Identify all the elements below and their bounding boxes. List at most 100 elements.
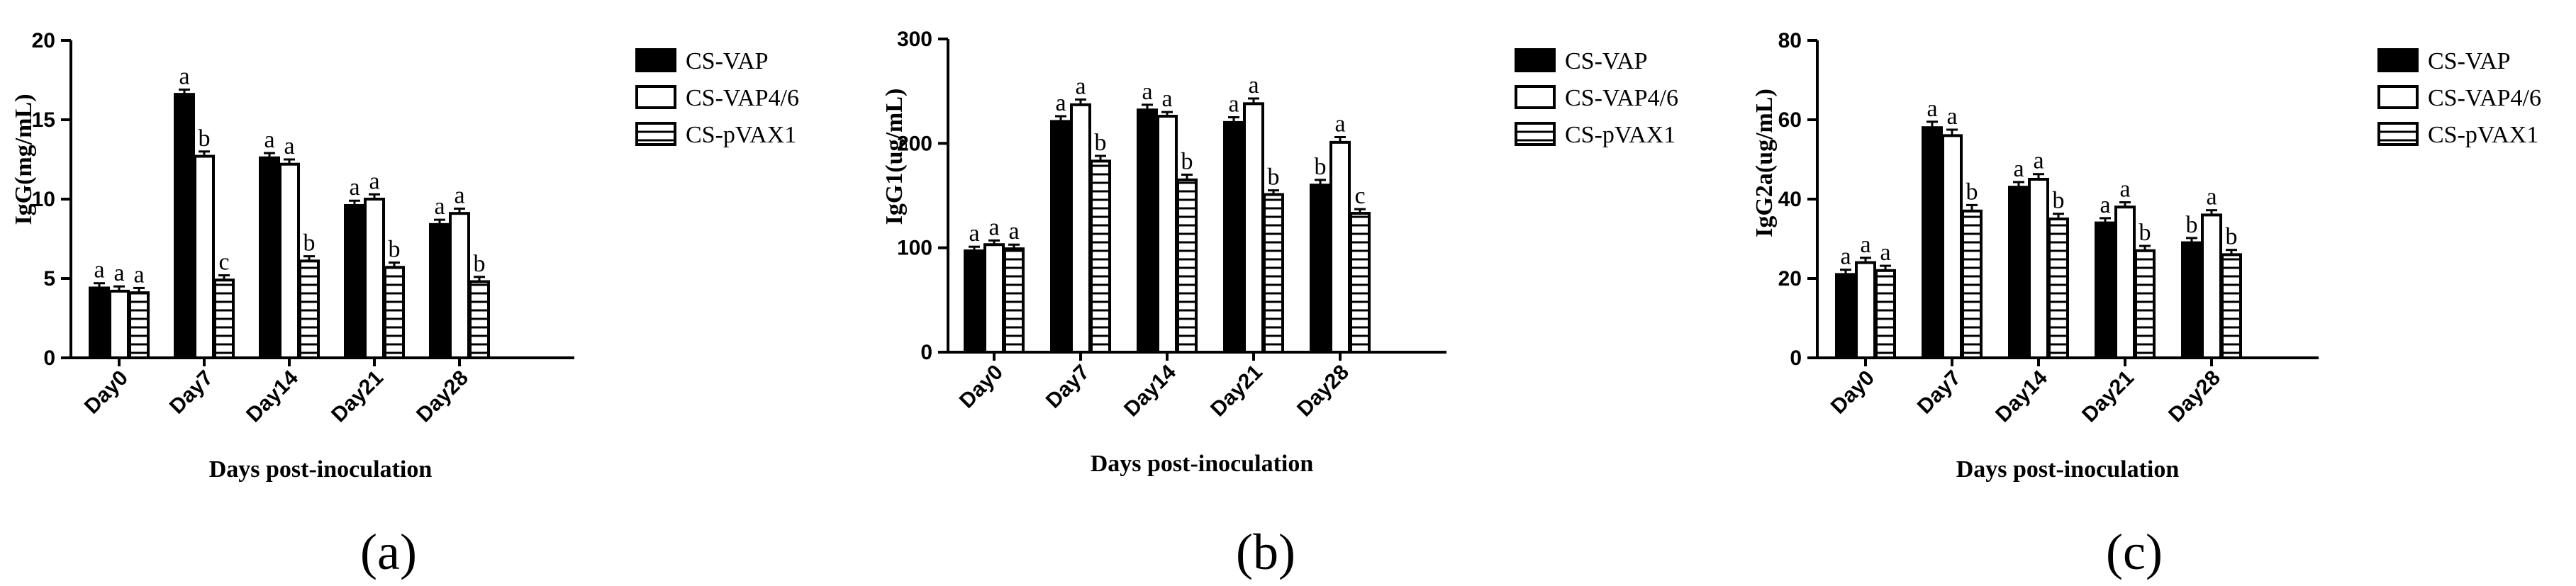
significance-letter: a bbox=[1055, 90, 1066, 116]
bar-cs-vap4-6-day14 bbox=[1156, 115, 1178, 354]
legend-swatch-cs-pvax1 bbox=[2377, 122, 2419, 146]
y-tick-label: 0 bbox=[43, 346, 55, 370]
bar-cs-pvax1-day14 bbox=[299, 259, 320, 359]
bar-cs-vap-day0 bbox=[89, 286, 110, 359]
significance-letter: b bbox=[199, 125, 211, 152]
significance-letter: a bbox=[1142, 79, 1152, 105]
significance-letter: a bbox=[434, 193, 445, 220]
x-tick-label-day7: Day7 bbox=[165, 366, 218, 419]
significance-letter: a bbox=[179, 63, 189, 89]
significance-letter: a bbox=[454, 182, 464, 208]
x-tick-label-day7: Day7 bbox=[1913, 366, 1966, 419]
legend-label-cs-vap4-6: CS-VAP4/6 bbox=[2428, 85, 2541, 111]
y-tick-label: 300 bbox=[897, 28, 932, 51]
bar-cs-pvax1-day7 bbox=[1090, 159, 1111, 354]
y-tick-label: 100 bbox=[897, 237, 932, 260]
y-axis-label: IgG(mg/mL) bbox=[11, 94, 37, 225]
significance-letter: a bbox=[969, 220, 979, 247]
bar-cs-vap4-6-day28 bbox=[449, 212, 470, 359]
bar-cs-vap-day7 bbox=[1050, 120, 1071, 354]
significance-letter: a bbox=[1880, 240, 1890, 266]
x-tick-label-day14: Day14 bbox=[1991, 366, 2052, 427]
significance-letter: a bbox=[94, 257, 104, 283]
significance-letter: a bbox=[1860, 232, 1870, 258]
legend-swatch-cs-vap4-6 bbox=[2377, 85, 2419, 109]
x-tick-label-day0: Day0 bbox=[1827, 366, 1879, 419]
x-axis-label: Days post-inoculation bbox=[209, 456, 433, 483]
y-axis-label: IgG1(ug/mL) bbox=[881, 89, 908, 225]
significance-letter: a bbox=[1008, 218, 1019, 244]
bar-cs-vap4-6-day7 bbox=[1941, 134, 1963, 359]
bar-cs-vap4-6-day0 bbox=[108, 289, 130, 360]
significance-letter: a bbox=[1075, 73, 1086, 99]
significance-letter: b bbox=[2053, 188, 2065, 214]
x-tick-label-day14: Day14 bbox=[242, 366, 303, 427]
bar-cs-pvax1-day28 bbox=[2221, 253, 2242, 359]
x-tick-label-day0: Day0 bbox=[955, 361, 1008, 413]
legend-label-cs-vap: CS-VAP bbox=[2428, 48, 2511, 74]
x-tick-label-day28: Day28 bbox=[1293, 361, 1354, 422]
significance-letter: a bbox=[1840, 244, 1851, 270]
legend-swatch-cs-pvax1 bbox=[1515, 122, 1556, 146]
x-tick-label-day7: Day7 bbox=[1042, 361, 1094, 413]
significance-letter: a bbox=[2033, 148, 2043, 174]
legend-label-cs-pvax1: CS-pVAX1 bbox=[686, 122, 796, 148]
significance-letter: a bbox=[1228, 91, 1239, 118]
chart-panel-b: IgG1(ug/mL) Days post-inoculation CS-VAP… bbox=[881, 28, 1678, 580]
legend-swatch-cs-vap bbox=[1515, 48, 1556, 72]
x-tick-label-day21: Day21 bbox=[2078, 366, 2139, 427]
panel-label: (c) bbox=[2106, 524, 2163, 580]
significance-letter: a bbox=[2119, 176, 2130, 202]
bar-cs-pvax1-day7 bbox=[1961, 209, 1983, 359]
chart-panel-c: IgG2a(ug/mL) Days post-inoculation CS-VA… bbox=[1751, 29, 2541, 580]
significance-letter: b bbox=[1966, 179, 1978, 205]
legend-label-cs-vap4-6: CS-VAP4/6 bbox=[686, 85, 799, 111]
significance-letter: b bbox=[1181, 149, 1193, 175]
y-tick-label: 20 bbox=[32, 29, 55, 52]
significance-letter: a bbox=[2206, 184, 2217, 210]
significance-letter: b bbox=[389, 237, 401, 263]
bar-cs-pvax1-day21 bbox=[1263, 193, 1284, 354]
y-tick-label: 200 bbox=[897, 132, 932, 155]
legend-swatch-cs-vap bbox=[2377, 48, 2419, 72]
x-tick-label-day21: Day21 bbox=[1206, 361, 1267, 422]
x-tick-label-day14: Day14 bbox=[1120, 360, 1181, 421]
x-tick-label-day21: Day21 bbox=[327, 366, 388, 427]
significance-letter: a bbox=[1927, 96, 1937, 122]
bar-cs-vap4-6-day21 bbox=[2114, 205, 2136, 360]
bar-cs-vap-day21 bbox=[2095, 221, 2116, 359]
bar-cs-vap4-6-day21 bbox=[1243, 102, 1264, 354]
panel-label: (b) bbox=[1236, 524, 1295, 580]
bar-cs-vap4-6-day14 bbox=[2028, 178, 2049, 359]
bar-cs-vap4-6-day21 bbox=[364, 198, 385, 359]
x-axis-label: Days post-inoculation bbox=[1091, 451, 1314, 477]
bar-cs-pvax1-day28 bbox=[469, 280, 490, 360]
significance-letter: a bbox=[369, 168, 379, 194]
significance-letter: a bbox=[349, 174, 359, 201]
x-tick-label-day28: Day28 bbox=[2164, 366, 2225, 427]
significance-letter: c bbox=[1354, 183, 1365, 209]
significance-letter: a bbox=[1946, 103, 1957, 130]
chart-panel-a: IgG(mg/mL) Days post-inoculation CS-VAP … bbox=[11, 29, 799, 580]
legend-swatch-cs-vap4-6 bbox=[1515, 85, 1556, 109]
legend-label-cs-pvax1: CS-pVAX1 bbox=[2428, 122, 2538, 148]
x-axis-label: Days post-inoculation bbox=[1956, 456, 2180, 483]
bar-cs-vap-day21 bbox=[1223, 120, 1244, 354]
y-tick-label: 80 bbox=[1778, 29, 1802, 52]
significance-letter: a bbox=[988, 214, 999, 240]
significance-letter: b bbox=[2226, 224, 2238, 250]
bar-cs-pvax1-day14 bbox=[2048, 218, 2069, 359]
bar-cs-vap-day28 bbox=[2181, 241, 2202, 359]
bar-cs-vap-day7 bbox=[174, 93, 195, 359]
significance-letter: a bbox=[2100, 192, 2110, 218]
bar-cs-pvax1-day14 bbox=[1176, 178, 1198, 354]
bar-cs-vap4-6-day28 bbox=[2201, 213, 2222, 359]
legend-label-cs-pvax1: CS-pVAX1 bbox=[1565, 122, 1675, 148]
bar-cs-pvax1-day28 bbox=[1349, 212, 1371, 354]
legend-swatch-cs-vap bbox=[635, 48, 676, 72]
bar-cs-pvax1-day0 bbox=[1003, 247, 1025, 354]
bar-cs-vap-day14 bbox=[259, 156, 280, 359]
significance-letter: b bbox=[303, 230, 316, 257]
y-tick-label: 40 bbox=[1778, 188, 1802, 211]
